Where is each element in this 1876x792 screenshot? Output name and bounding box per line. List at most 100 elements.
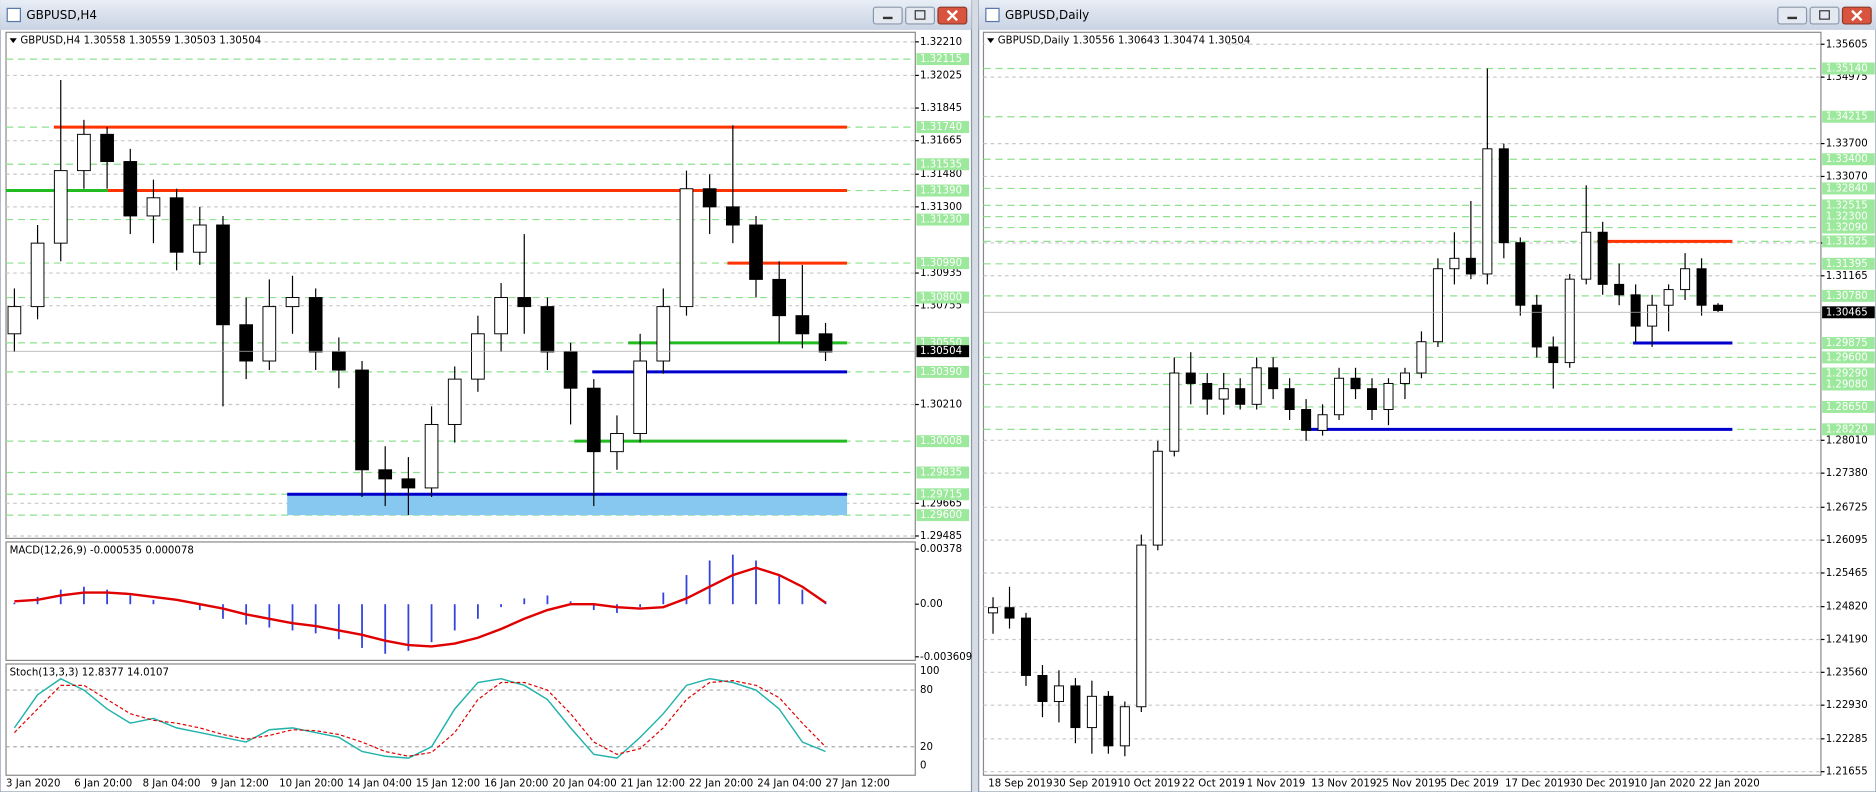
level-label-box — [916, 435, 970, 448]
candle-body — [30, 242, 45, 308]
macd-panel — [5, 541, 916, 661]
candle-body — [795, 315, 810, 335]
level-label-box — [1822, 199, 1875, 212]
level-label: 1.31825 — [1826, 236, 1868, 247]
candle-body — [1531, 304, 1542, 348]
level-label-box — [916, 488, 970, 501]
candle-body — [1548, 346, 1559, 364]
candle-body — [169, 197, 184, 253]
time-label: 22 Jan 20:00 — [689, 779, 753, 790]
time-label: 3 Jan 2020 — [6, 779, 60, 790]
level-label: 1.29715 — [920, 489, 962, 500]
macd-signal — [14, 566, 827, 648]
level-label: 1.30008 — [920, 436, 962, 447]
candle-body — [1070, 685, 1081, 729]
time-label: 15 Jan 12:00 — [416, 779, 480, 790]
price-tick-label: 1.27380 — [1826, 468, 1868, 479]
level-label: 1.29080 — [1826, 379, 1868, 390]
stoch-label: Stoch(13,3,3) 12.8377 14.0107 — [10, 667, 169, 678]
level-label-box — [916, 291, 970, 304]
macd-label: MACD(12,26,9) -0.000535 0.000078 — [10, 545, 194, 556]
level-label-box — [1822, 351, 1875, 364]
price-tick-label: 1.34975 — [1826, 72, 1868, 83]
candle-body — [1713, 304, 1724, 311]
level-label-box — [916, 257, 970, 270]
candle-body — [540, 306, 555, 353]
level-label: 1.34215 — [1826, 112, 1868, 123]
current-price-box — [1822, 306, 1875, 319]
macd-tick-label: 0.00378 — [920, 544, 962, 555]
candle-body — [1449, 257, 1460, 270]
candle-body — [610, 433, 624, 453]
time-label: 1 Nov 2019 — [1247, 779, 1306, 790]
level-label: 1.35140 — [1826, 64, 1868, 75]
price-tick-label: 1.28010 — [1826, 435, 1868, 446]
candle-body — [192, 224, 207, 253]
current-price-box — [916, 345, 970, 358]
candle-body — [1465, 257, 1476, 275]
price-tick-label: 1.29485 — [920, 531, 962, 542]
candle-body — [1399, 372, 1410, 384]
maximize-button[interactable] — [905, 6, 936, 25]
level-label: 1.32090 — [1826, 223, 1868, 234]
price-tick-label: 1.31845 — [920, 103, 962, 114]
level-label: 1.32115 — [920, 54, 962, 65]
level-label-box — [916, 121, 970, 134]
stoch-signal — [13, 680, 826, 757]
level-label: 1.30990 — [920, 258, 962, 269]
level-label-box — [916, 53, 970, 66]
candle-body — [702, 188, 717, 208]
chart-header: GBPUSD,Daily 1.30556 1.30643 1.30474 1.3… — [998, 36, 1250, 47]
candle-body — [633, 360, 647, 435]
time-label: 27 Jan 12:00 — [826, 779, 890, 790]
price-tick-label: 1.31300 — [920, 202, 962, 213]
level-label-box — [1822, 210, 1875, 223]
candle-body — [285, 297, 300, 308]
candle-body — [1053, 685, 1064, 703]
close-glyph — [1851, 9, 1863, 22]
level-label-box — [916, 509, 970, 522]
level-label-box — [1822, 182, 1875, 195]
maximize-button[interactable] — [1809, 6, 1840, 25]
level-label: 1.29290 — [1826, 369, 1868, 380]
title-bar — [0, 0, 972, 30]
level-label-box — [916, 158, 970, 171]
candle-body — [1202, 382, 1213, 400]
price-tick-label: 1.32025 — [920, 70, 962, 81]
window-title: GBPUSD,Daily — [1005, 8, 1089, 22]
minimize-button[interactable] — [872, 6, 903, 25]
candle-body — [1119, 706, 1130, 747]
stoch-panel — [5, 663, 916, 776]
minimize-button[interactable] — [1777, 6, 1808, 25]
candle-body — [262, 306, 277, 362]
time-label: 9 Jan 12:00 — [211, 779, 269, 790]
candle-body — [401, 478, 416, 489]
price-tick-label: 1.30935 — [920, 268, 962, 279]
candle-body — [988, 607, 999, 614]
level-label: 1.31390 — [920, 186, 962, 197]
price-tick-label: 1.33070 — [1826, 171, 1868, 182]
chart-area — [982, 31, 1822, 776]
price-tick-label: 1.26725 — [1826, 502, 1868, 513]
candle-body — [1334, 377, 1345, 416]
candle-body — [1301, 409, 1312, 431]
price-tick-label: 1.30755 — [920, 301, 962, 312]
level-label: 1.29875 — [1826, 338, 1868, 349]
level-label: 1.30390 — [920, 367, 962, 378]
candle-body — [1680, 268, 1691, 291]
level-label-box — [1822, 289, 1875, 302]
candle-body — [1317, 414, 1328, 431]
level-label-box — [1822, 367, 1875, 380]
zone — [287, 494, 848, 516]
window-title: GBPUSD,H4 — [26, 8, 97, 22]
price-tick-label: 1.31165 — [1826, 271, 1868, 282]
time-label: 16 Jan 20:00 — [484, 779, 548, 790]
level-label-box — [1822, 337, 1875, 350]
level-label: 1.28650 — [1826, 402, 1868, 413]
stoch-tick-label: 0 — [920, 761, 926, 772]
candle-body — [1696, 268, 1707, 306]
price-tick-label: 1.29665 — [920, 498, 962, 509]
level-label-box — [916, 213, 970, 226]
level-label: 1.32840 — [1826, 183, 1868, 194]
candle-body — [355, 369, 369, 471]
